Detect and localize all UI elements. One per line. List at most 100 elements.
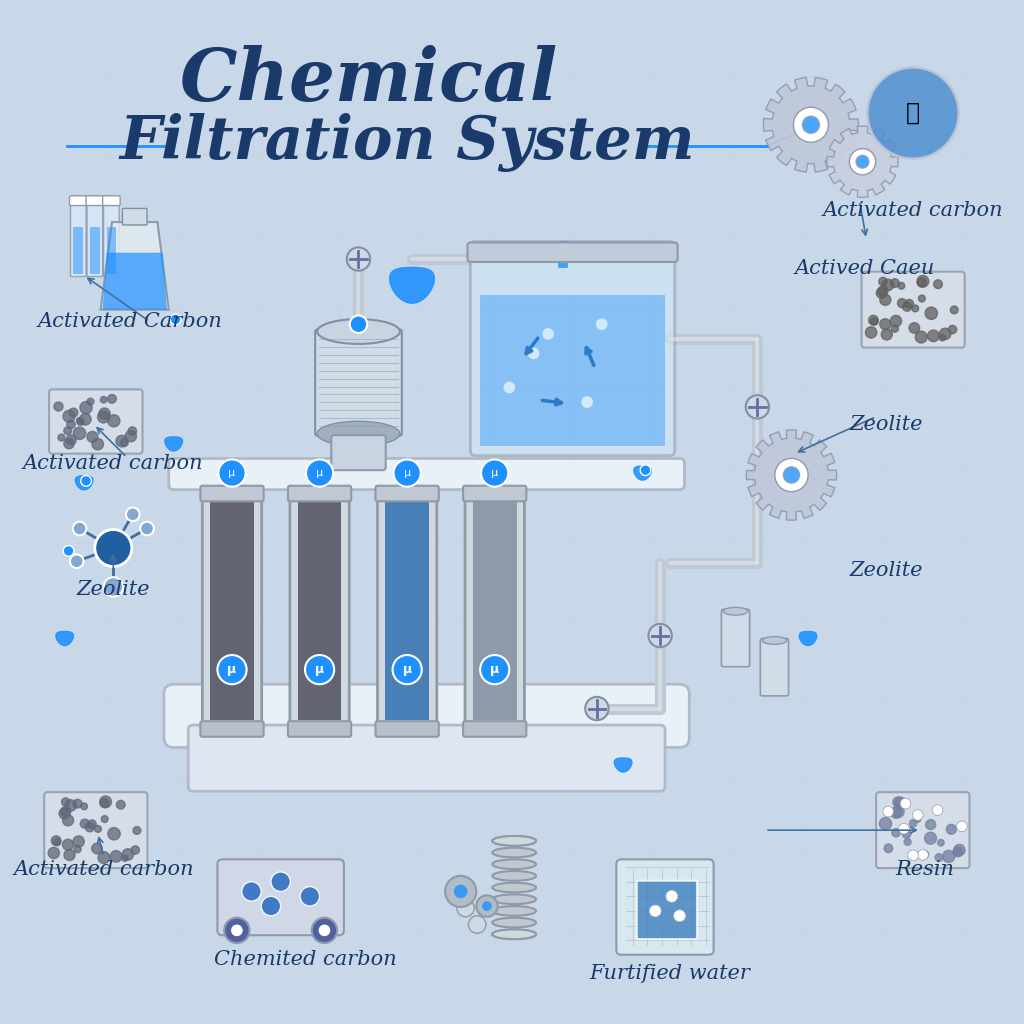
Point [923, 305, 939, 322]
Circle shape [140, 522, 154, 536]
Text: Filtration System: Filtration System [120, 113, 695, 172]
Point [127, 842, 143, 858]
FancyBboxPatch shape [722, 609, 750, 667]
Point [82, 393, 98, 410]
Point [881, 840, 897, 856]
Point [878, 292, 894, 308]
Point [62, 432, 79, 449]
Point [73, 414, 89, 430]
FancyBboxPatch shape [315, 330, 401, 435]
Circle shape [218, 460, 246, 486]
FancyBboxPatch shape [861, 271, 965, 347]
Text: μ: μ [315, 664, 325, 676]
Point [77, 815, 93, 831]
Text: Zeolite: Zeolite [849, 415, 923, 434]
Point [944, 322, 961, 338]
Text: Zeolite: Zeolite [849, 561, 923, 580]
Circle shape [392, 655, 422, 684]
Point [887, 274, 903, 291]
Point [96, 811, 113, 827]
Ellipse shape [493, 871, 536, 881]
Circle shape [582, 396, 593, 408]
Ellipse shape [493, 894, 536, 904]
Polygon shape [614, 758, 632, 772]
FancyBboxPatch shape [87, 199, 102, 276]
Point [888, 805, 904, 821]
Point [874, 273, 891, 290]
Point [937, 326, 953, 342]
FancyBboxPatch shape [616, 859, 714, 954]
Point [89, 841, 105, 857]
Bar [480, 295, 665, 445]
Circle shape [504, 382, 515, 393]
Text: Zeolite: Zeolite [77, 581, 151, 599]
Point [877, 316, 893, 333]
Circle shape [457, 899, 474, 916]
Text: Activated carbon: Activated carbon [822, 201, 1004, 220]
FancyBboxPatch shape [201, 485, 263, 502]
Point [124, 423, 140, 439]
FancyBboxPatch shape [877, 793, 970, 868]
Ellipse shape [493, 883, 536, 893]
Circle shape [527, 347, 540, 359]
Circle shape [318, 925, 331, 936]
Circle shape [81, 475, 91, 486]
Text: μ: μ [490, 664, 500, 676]
FancyBboxPatch shape [637, 881, 697, 939]
Point [96, 406, 113, 422]
Point [913, 291, 930, 307]
Point [114, 433, 130, 450]
Point [90, 821, 106, 838]
Circle shape [898, 823, 909, 835]
Text: μ: μ [227, 664, 237, 676]
Ellipse shape [493, 918, 536, 928]
FancyBboxPatch shape [44, 793, 147, 868]
Circle shape [170, 314, 181, 325]
Circle shape [468, 915, 486, 933]
FancyBboxPatch shape [463, 485, 526, 502]
Point [66, 404, 82, 421]
Circle shape [666, 891, 678, 902]
Point [59, 837, 76, 853]
FancyBboxPatch shape [169, 459, 684, 489]
Point [59, 423, 76, 439]
FancyBboxPatch shape [188, 725, 665, 792]
Point [894, 295, 910, 311]
FancyBboxPatch shape [376, 721, 438, 736]
Point [116, 434, 132, 451]
Point [880, 276, 896, 293]
Text: Chemited carbon: Chemited carbon [214, 950, 396, 969]
Point [48, 833, 65, 849]
Point [108, 848, 124, 864]
Point [913, 274, 930, 291]
Point [923, 816, 939, 833]
Point [930, 276, 946, 293]
Text: μ: μ [316, 468, 324, 478]
Circle shape [803, 116, 819, 133]
Point [892, 795, 908, 811]
Point [913, 329, 930, 345]
Polygon shape [100, 222, 169, 309]
Point [62, 798, 79, 814]
Point [70, 841, 86, 857]
Circle shape [73, 522, 86, 536]
Ellipse shape [493, 930, 536, 939]
Circle shape [300, 887, 319, 906]
Point [72, 425, 88, 441]
Point [105, 413, 122, 429]
Point [887, 321, 903, 337]
Circle shape [481, 460, 508, 486]
Point [82, 819, 98, 836]
Point [103, 391, 120, 408]
Polygon shape [634, 466, 651, 480]
Polygon shape [746, 430, 837, 520]
Circle shape [445, 876, 476, 907]
Circle shape [649, 905, 662, 916]
Point [907, 300, 924, 316]
Circle shape [907, 850, 919, 860]
Point [923, 830, 939, 847]
Circle shape [775, 459, 808, 492]
Point [905, 815, 922, 831]
Polygon shape [165, 437, 182, 451]
FancyBboxPatch shape [470, 242, 675, 456]
